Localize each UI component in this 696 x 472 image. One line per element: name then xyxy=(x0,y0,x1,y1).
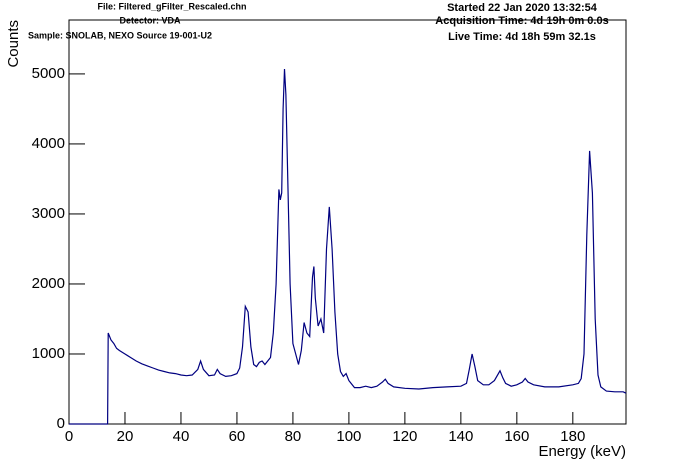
y-tick-label: 4000 xyxy=(32,135,65,152)
y-tick-label: 2000 xyxy=(32,275,65,292)
x-tick-label: 180 xyxy=(560,428,585,445)
sample-label: Sample: SNOLAB, NEXO Source 19-001-U2 xyxy=(28,30,212,40)
start-label: Started 22 Jan 2020 13:32:54 xyxy=(447,2,598,14)
x-tick-label: 60 xyxy=(229,428,246,445)
file-label: File: Filtered_gFilter_Rescaled.chn xyxy=(97,1,246,11)
y-axis-title: Counts xyxy=(5,20,22,68)
x-tick-label: 0 xyxy=(65,428,73,445)
x-tick-label: 100 xyxy=(336,428,361,445)
live-label: Live Time: 4d 18h 59m 32.1s xyxy=(448,31,596,43)
y-tick-label: 0 xyxy=(57,415,65,432)
x-tick-label: 120 xyxy=(392,428,417,445)
spectrum-line xyxy=(69,68,627,425)
x-tick-label: 40 xyxy=(173,428,190,445)
x-axis-title: Energy (keV) xyxy=(538,443,626,460)
x-tick-label: 160 xyxy=(504,428,529,445)
y-tick-label: 3000 xyxy=(32,205,65,222)
plot-frame xyxy=(68,19,627,425)
y-tick-label: 1000 xyxy=(32,345,65,362)
x-tick-label: 140 xyxy=(448,428,473,445)
y-tick-label: 5000 xyxy=(32,65,65,82)
x-tick-label: 80 xyxy=(285,428,302,445)
x-tick-label: 20 xyxy=(117,428,134,445)
acq-label: Acquisition Time: 4d 19h 0m 0.0s xyxy=(435,15,608,27)
